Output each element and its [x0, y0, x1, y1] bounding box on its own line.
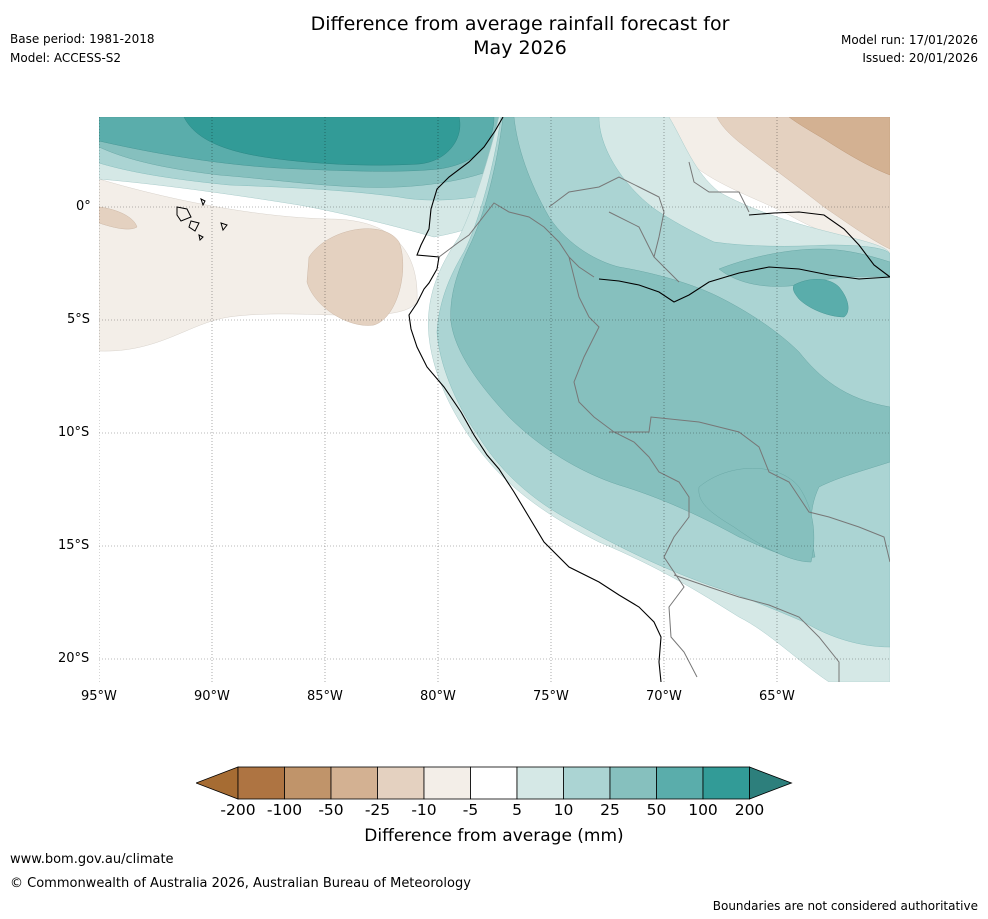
galapagos-islands: [176, 198, 228, 242]
disclaimer-text: Boundaries are not considered authoritat…: [712, 899, 978, 913]
colorbar-swatch: [702, 766, 750, 800]
title-line-2: May 2026: [473, 37, 567, 59]
contour-minus-25-northeast: [788, 117, 890, 176]
colorbar-tick-label: -5: [462, 801, 479, 819]
contour-minus-10-west: [306, 228, 404, 326]
contour-25-east: [718, 248, 890, 287]
lon-label-95w: 95°W: [81, 689, 117, 704]
lat-label-10s: 10°S: [58, 425, 90, 440]
colorbar-tick-label: -200: [220, 801, 256, 819]
model-text: Model: ACCESS-S2: [10, 51, 122, 65]
colorbar-tick-label: 10: [553, 801, 574, 819]
colorbar-swatch: [423, 766, 471, 800]
colorbar-tick-labels: -200 -100 -50 -25 -10 -5 5 10 25 50 100 200: [0, 801, 988, 823]
title-line-1: Difference from average rainfall forecas…: [310, 13, 730, 35]
contour-100-north: [183, 117, 461, 166]
map-title: Difference from average rainfall forecas…: [0, 12, 988, 60]
lon-label-75w: 75°W: [533, 689, 569, 704]
lon-label-80w: 80°W: [420, 689, 456, 704]
rainfall-map: [99, 117, 890, 682]
base-period-text: Base period: 1981-2018: [10, 32, 155, 46]
coastline-north: [748, 211, 890, 278]
colorbar-label: Difference from average (mm): [364, 826, 624, 846]
colorbar-swatch: [237, 766, 285, 800]
coastline-south-america: [408, 117, 662, 682]
colorbar-extend-low: [196, 766, 239, 800]
colorbar-tick-label: 50: [646, 801, 667, 819]
colorbar-extend-high: [749, 766, 793, 800]
colorbar-tick-label: 100: [688, 801, 718, 819]
colorbar-tick-label: 25: [600, 801, 620, 819]
country-borders: [438, 161, 890, 682]
lat-label-5s: 5°S: [67, 312, 91, 327]
lon-label-90w: 90°W: [194, 689, 230, 704]
contour-minus-10-small: [99, 206, 138, 230]
lat-label-20s: 20°S: [58, 651, 90, 666]
contour-50-east: [792, 279, 849, 318]
issued-text: Issued: 20/01/2026: [862, 51, 978, 65]
colorbar-swatch: [284, 766, 332, 800]
colorbar-swatch: [330, 766, 378, 800]
colorbar-tick-label: 5: [512, 801, 522, 819]
colorbar-tick-label: 200: [734, 801, 765, 819]
colorbar-swatch: [516, 766, 564, 800]
colorbar-tick-label: -25: [364, 801, 391, 819]
coastline-amazon-river: [598, 266, 890, 303]
lon-label-85w: 85°W: [307, 689, 343, 704]
lat-label-15s: 15°S: [58, 538, 90, 553]
colorbar-swatch: [656, 766, 704, 800]
colorbar-tick-label: -50: [318, 801, 344, 819]
colorbar-swatch: [609, 766, 657, 800]
copyright-text: © Commonwealth of Australia 2026, Austra…: [10, 876, 471, 891]
graticule: [99, 117, 890, 682]
lat-label-0: 0°: [76, 199, 91, 214]
colorbar-swatch: [470, 766, 518, 800]
colorbar: [196, 766, 793, 800]
bom-url: www.bom.gov.au/climate: [10, 852, 174, 867]
model-run-text: Model run: 17/01/2026: [840, 33, 978, 47]
colorbar-swatch: [563, 766, 611, 800]
lon-label-70w: 70°W: [646, 689, 682, 704]
colorbar-tick-label: -10: [411, 801, 437, 819]
contour-50-south: [698, 468, 815, 563]
colorbar-swatch: [377, 766, 425, 800]
lon-label-65w: 65°W: [759, 689, 795, 704]
colorbar-tick-label: -100: [266, 801, 303, 819]
